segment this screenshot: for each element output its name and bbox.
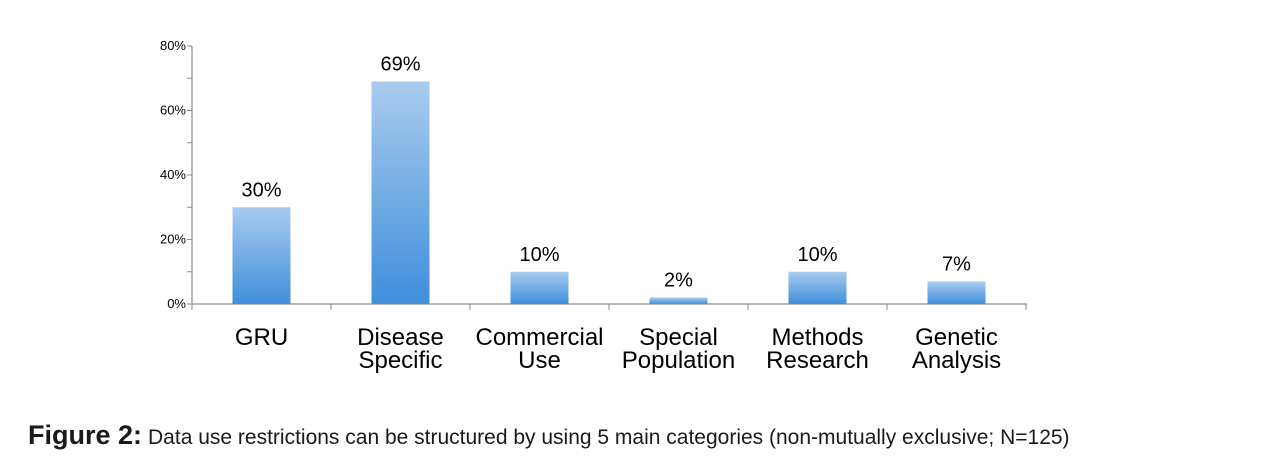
x-tick-label: Analysis (912, 347, 1001, 374)
y-tick-label: 80% (160, 38, 186, 53)
bar (927, 281, 986, 304)
y-tick-label: 20% (160, 232, 186, 247)
x-tick-label: Population (622, 347, 735, 374)
data-label: 7% (942, 253, 971, 275)
data-label: 10% (797, 244, 837, 266)
caption-label: Figure 2: (28, 420, 143, 450)
x-tick-label: Research (766, 347, 869, 374)
figure-caption: Figure 2: Data use restrictions can be st… (28, 420, 1070, 451)
y-tick-label: 40% (160, 167, 186, 182)
bar (649, 297, 708, 304)
bar (788, 271, 847, 304)
x-tick-label: Disease (357, 324, 444, 351)
caption-text: Data use restrictions can be structured … (148, 426, 1070, 449)
data-label: 69% (380, 53, 420, 75)
x-tick-label: Use (518, 347, 561, 374)
data-label: 30% (241, 179, 281, 201)
x-tick-label: Genetic (915, 324, 998, 351)
y-tick-label: 0% (167, 296, 186, 311)
bar (371, 81, 430, 304)
x-tick-label: Commercial (475, 324, 603, 351)
x-tick-label: GRU (235, 324, 288, 351)
x-tick-label: Special (639, 324, 718, 351)
bars (232, 81, 986, 304)
bar (510, 271, 569, 304)
data-label: 2% (664, 270, 693, 292)
x-tick-label: Specific (358, 347, 442, 374)
x-tick-label: Methods (771, 324, 863, 351)
data-label: 10% (519, 244, 559, 266)
axes: 0% 20% 40% 60% 80% (160, 38, 1027, 311)
bar (232, 207, 291, 304)
y-tick-label: 60% (160, 103, 186, 118)
